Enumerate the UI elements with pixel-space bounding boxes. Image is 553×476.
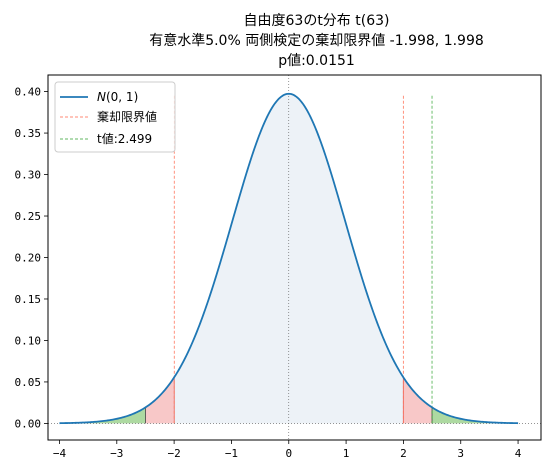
y-tick-label: 0.35 (15, 127, 42, 140)
x-tick-label: 1 (343, 447, 350, 460)
x-tick-label: 3 (457, 447, 464, 460)
y-tick-label: 0.20 (15, 252, 42, 265)
p-value-region-left (59, 407, 146, 424)
y-tick-label: 0.10 (15, 334, 42, 347)
rejection-region-right (403, 377, 433, 424)
x-tick-label: 2 (400, 447, 407, 460)
y-tick-label: 0.15 (15, 293, 42, 306)
ticks-layer: −4 −3 −2 −1 0 1 2 3 4 0.00 0.05 0.10 0.15 0.20 0.25 0.3… (15, 86, 522, 460)
lines-layer (48, 75, 541, 440)
legend-critical-label: 棄却限界値 (97, 109, 157, 124)
rejection-region-left (145, 377, 175, 424)
x-tick-label: 4 (515, 447, 522, 460)
x-tick-label: −2 (167, 447, 180, 460)
p-value-region-right (432, 407, 519, 424)
legend-tvalue-label: t値:2.499 (97, 131, 152, 146)
chart-title-line-1: 自由度63のt分布 t(63) (243, 13, 390, 29)
x-tick-label: 0 (285, 447, 292, 460)
legend-box (54, 81, 176, 153)
density-curve (59, 92, 519, 425)
y-tick-label: 0.40 (15, 86, 42, 99)
x-tick-label: −3 (110, 447, 123, 460)
x-tick-label: −1 (225, 447, 238, 460)
y-tick-label: 0.25 (15, 210, 42, 223)
chart-title-line-2: 有意水準5.0% 両側検定の棄却限界値 -1.998, 1.998 (149, 33, 484, 49)
y-tick-label: 0.30 (15, 169, 42, 182)
chart-title-line-3: p値:0.0151 (278, 53, 355, 69)
x-tick-label: −4 (53, 447, 67, 460)
y-tick-label: 0.00 (15, 417, 42, 430)
legend-normal-label: N(0, 1) (97, 90, 138, 104)
legend: N(0, 1) 棄却限界値 t値:2.499 (54, 81, 176, 153)
y-tick-label: 0.05 (15, 376, 42, 389)
